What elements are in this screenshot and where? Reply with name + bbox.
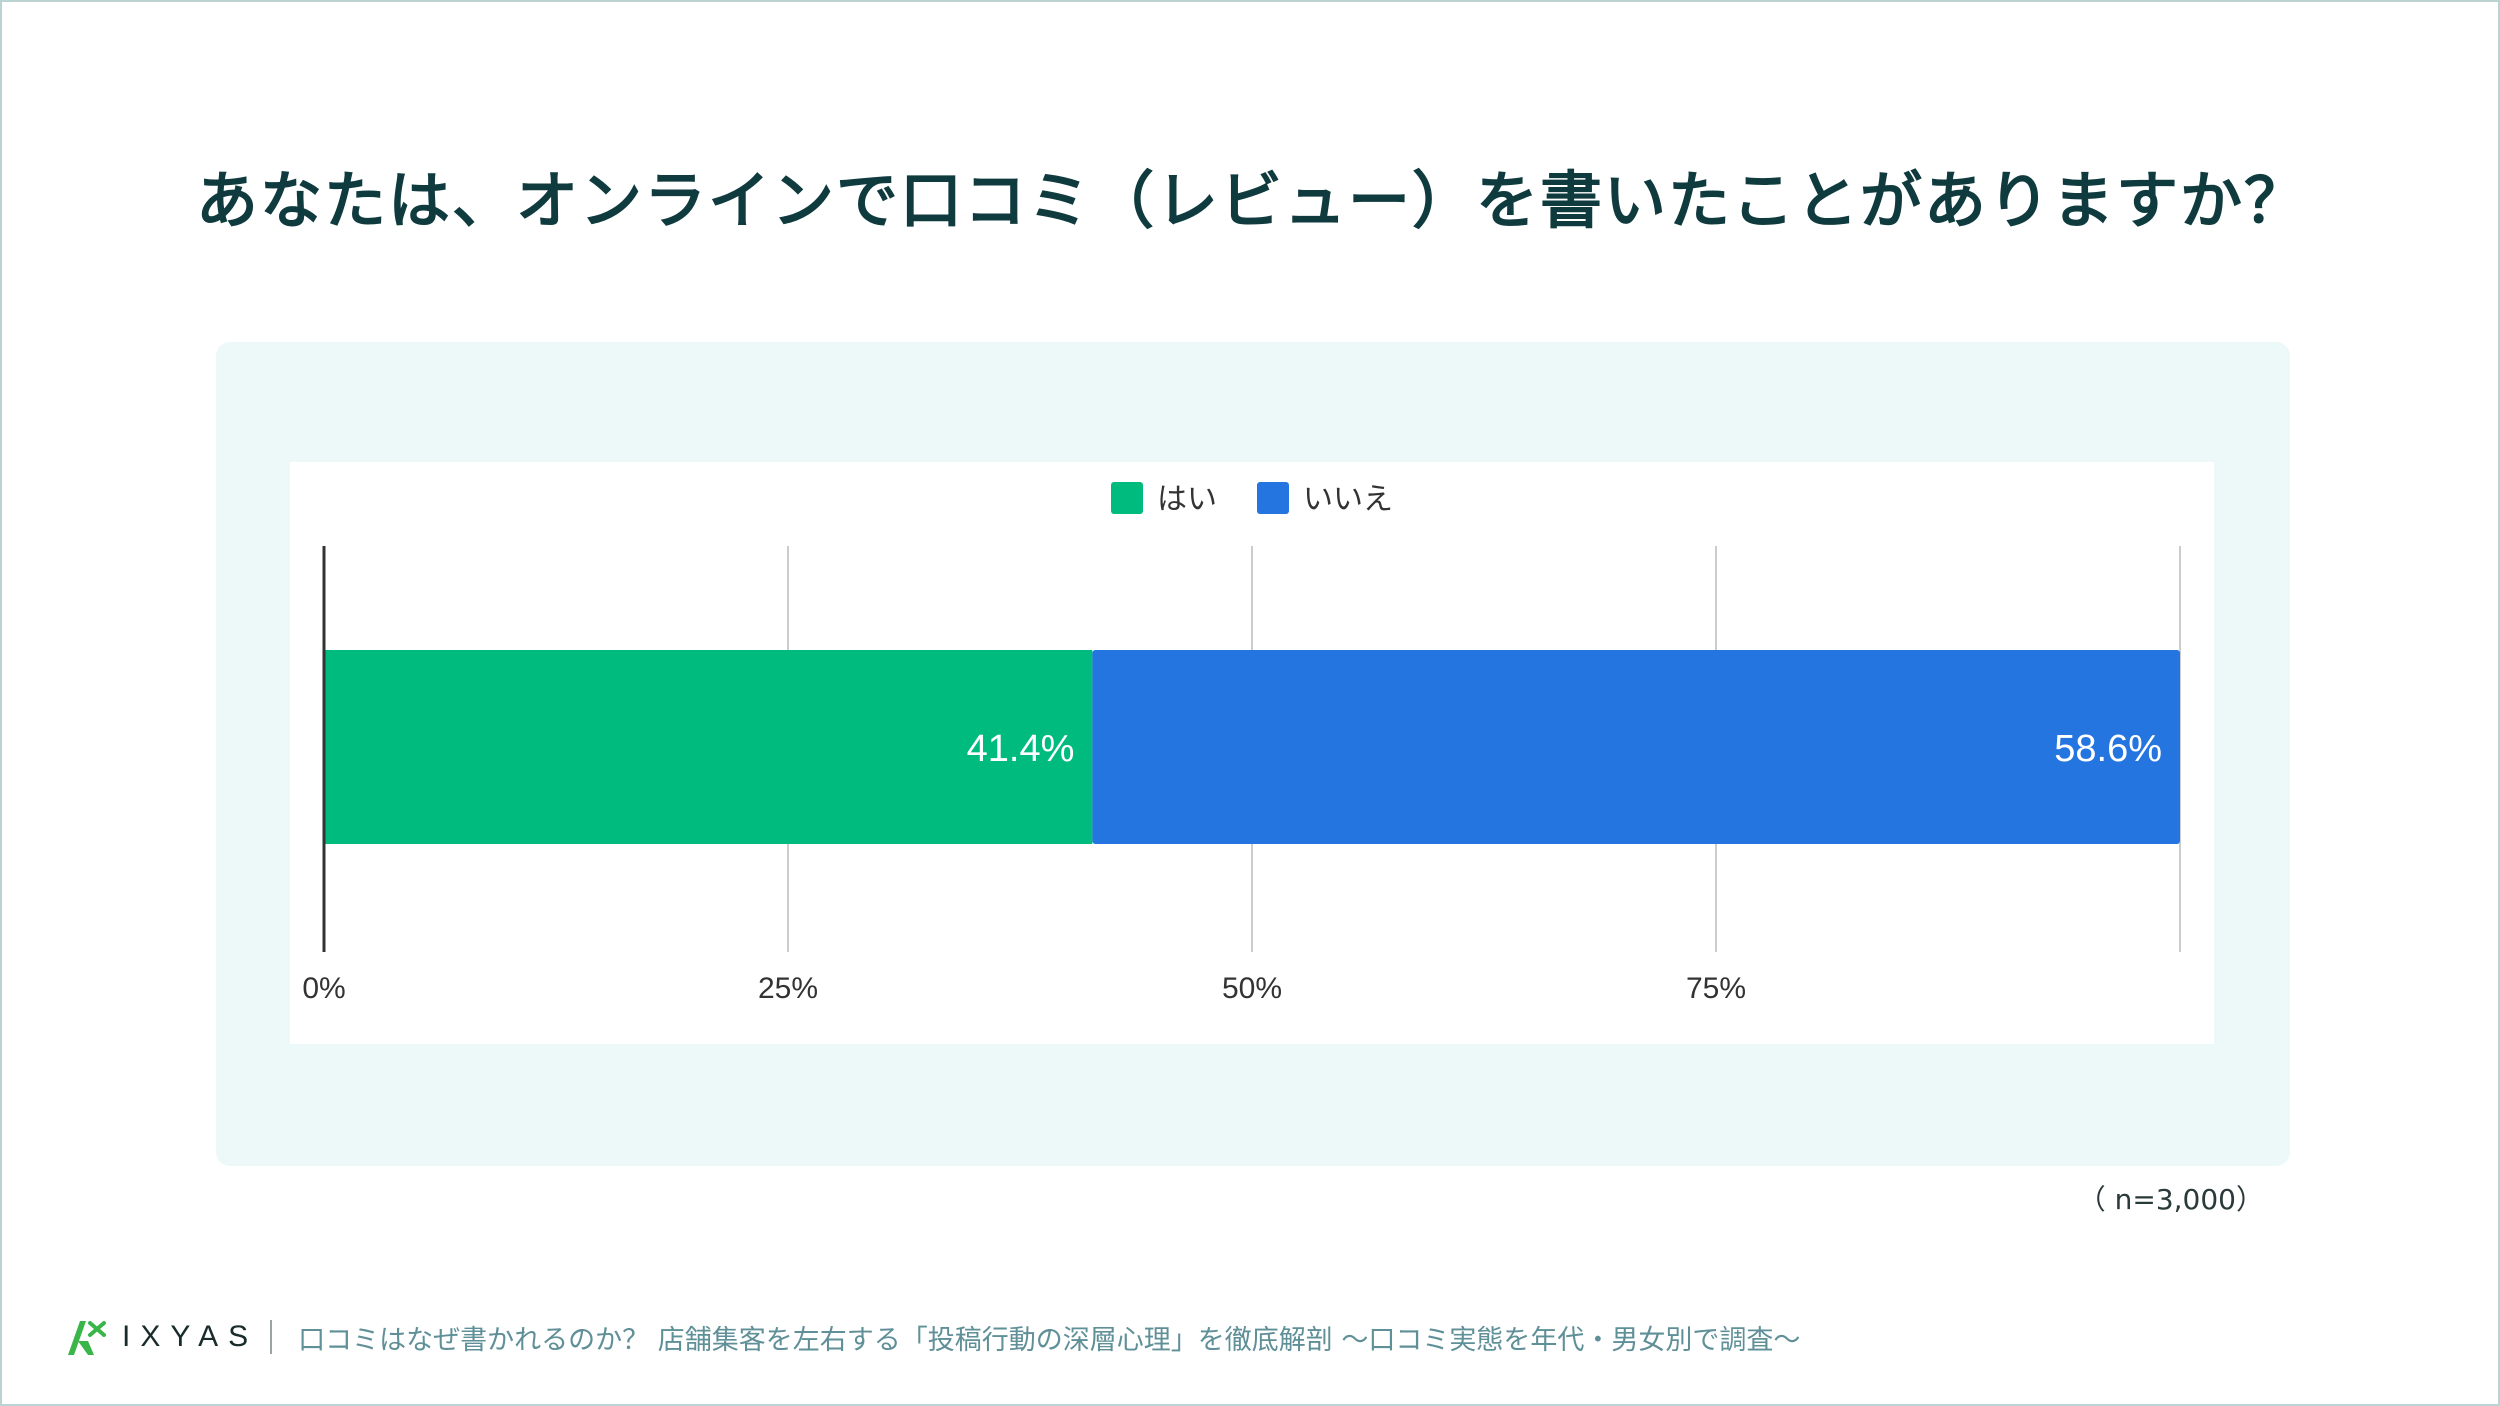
- ixyas-logo-icon: [68, 1321, 106, 1355]
- bar-segment: [324, 650, 1093, 844]
- footer-subtitle: 口コミはなぜ書かれるのか？ 店舗集客を左右する「投稿行動の深層心理」を徹底解剖 …: [298, 1324, 1801, 1356]
- footer-divider: [270, 1320, 273, 1354]
- tick-label: 0%: [302, 972, 345, 1005]
- stacked-bar-chart: はい いいえ 41.4% 58.6% 0% 25% 50% 75%: [302, 482, 2181, 1005]
- chart-area: はい いいえ 41.4% 58.6% 0% 25% 50% 75%: [290, 462, 2214, 1044]
- tick-label: 75%: [1686, 972, 1746, 1005]
- bar-segment: [1092, 650, 2180, 844]
- tick-label: 25%: [758, 972, 818, 1005]
- legend-swatch: [1111, 482, 1143, 514]
- legend-label: いいえ: [1303, 482, 1393, 517]
- tick-label: 50%: [1222, 972, 1282, 1005]
- logo-text: IXYAS: [122, 1320, 259, 1353]
- data-label: 58.6%: [2054, 728, 2162, 770]
- legend-swatch: [1257, 482, 1289, 514]
- sample-size-note: （ n=3,000）: [2077, 1183, 2264, 1216]
- legend-label: はい: [1157, 482, 1217, 517]
- footer: IXYAS 口コミはなぜ書かれるのか？ 店舗集客を左右する「投稿行動の深層心理」…: [64, 1314, 1800, 1360]
- data-label: 41.4%: [967, 728, 1075, 770]
- page-title: あなたは、オンラインで口コミ（レビュー）を書いたことがありますか？: [195, 164, 2308, 237]
